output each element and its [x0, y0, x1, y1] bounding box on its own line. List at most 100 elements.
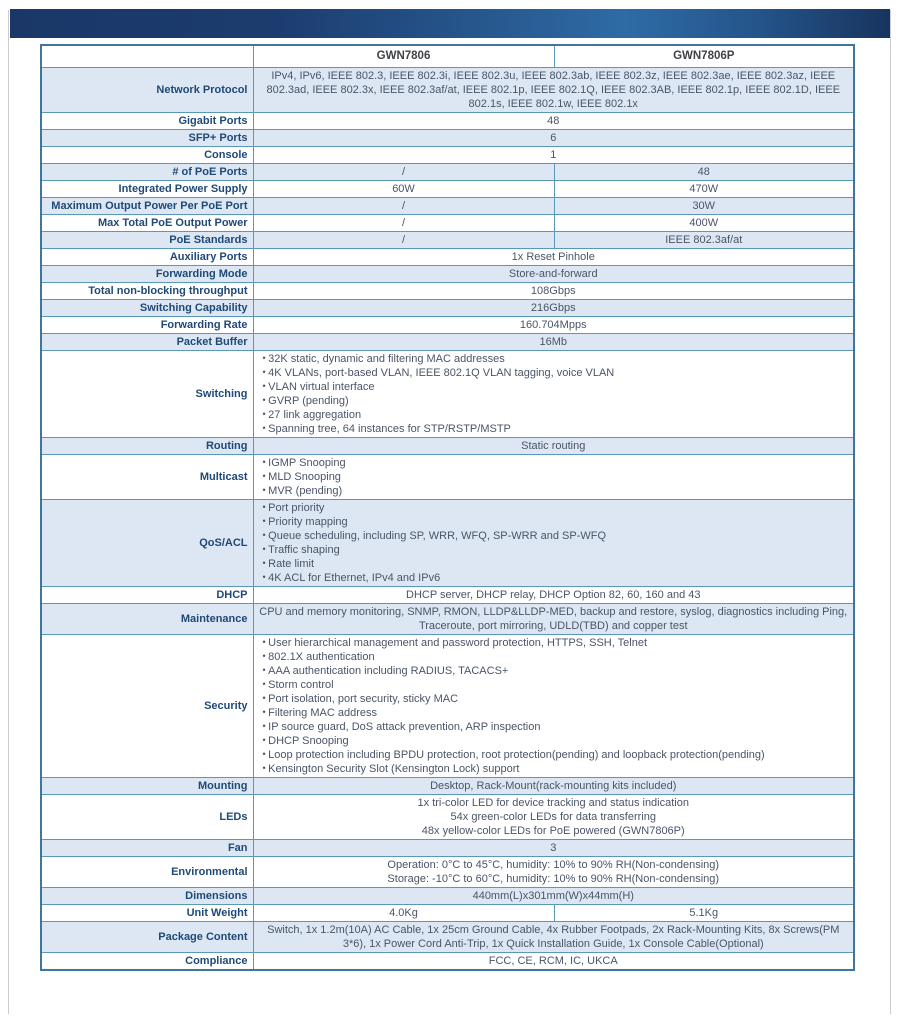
list-item: Kensington Security Slot (Kensington Loc…: [263, 762, 849, 776]
row-label: LEDs: [40, 793, 254, 840]
row-label: Compliance: [40, 951, 254, 970]
row-label: Security: [40, 633, 254, 778]
row-label: Integrated Power Supply: [40, 179, 254, 198]
row-poe-standards: PoE Standards / IEEE 802.3af/at: [40, 230, 855, 249]
row-sfp-ports: SFP+ Ports 6: [40, 128, 855, 147]
list-item: MVR (pending): [263, 484, 849, 498]
row-label: Mounting: [40, 776, 254, 795]
spec-value: 160.704Mpps: [252, 315, 855, 334]
row-packet-buffer: Packet Buffer 16Mb: [40, 332, 855, 351]
row-label: Network Protocol: [40, 66, 254, 113]
spec-value-gwn7806: /: [252, 213, 555, 232]
spec-value: 48: [252, 111, 855, 130]
list-item: MLD Snooping: [263, 470, 849, 484]
value-line: Storage: -10°C to 60°C, humidity: 10% to…: [387, 872, 720, 885]
spec-value-gwn7806p: 5.1Kg: [553, 903, 855, 922]
spec-value-gwn7806p: 48: [553, 162, 855, 181]
row-dimensions: Dimensions 440mm(L)x301mm(W)x44mm(H): [40, 886, 855, 905]
row-mounting: Mounting Desktop, Rack-Mount(rack-mounti…: [40, 776, 855, 795]
row-label: Gigabit Ports: [40, 111, 254, 130]
spec-value-list: 32K static, dynamic and filtering MAC ad…: [252, 349, 855, 438]
header-corner-cell: [40, 44, 254, 68]
row-integrated-power-supply: Integrated Power Supply 60W 470W: [40, 179, 855, 198]
top-banner: [10, 9, 890, 38]
spec-value: Desktop, Rack-Mount(rack-mounting kits i…: [252, 776, 855, 795]
spec-value-list: Port priority Priority mapping Queue sch…: [252, 498, 855, 587]
row-label: Maintenance: [40, 602, 254, 635]
list-item: Queue scheduling, including SP, WRR, WFQ…: [263, 529, 849, 543]
row-label: # of PoE Ports: [40, 162, 254, 181]
value-line: 48x yellow-color LEDs for PoE powered (G…: [421, 824, 685, 837]
list-item: DHCP Snooping: [263, 734, 849, 748]
row-fan: Fan 3: [40, 838, 855, 857]
spec-value: DHCP server, DHCP relay, DHCP Option 82,…: [252, 585, 855, 604]
spec-value-gwn7806: 60W: [252, 179, 555, 198]
row-label: Package Content: [40, 920, 254, 953]
spec-value-list: IGMP Snooping MLD Snooping MVR (pending): [252, 453, 855, 500]
row-gigabit-ports: Gigabit Ports 48: [40, 111, 855, 130]
spec-value-gwn7806p: 400W: [553, 213, 855, 232]
row-compliance: Compliance FCC, CE, RCM, IC, UKCA: [40, 951, 855, 970]
row-label: Environmental: [40, 855, 254, 888]
spec-value: 6: [252, 128, 855, 147]
value-line: Operation: 0°C to 45°C, humidity: 10% to…: [387, 858, 720, 871]
spec-value-gwn7806p: 30W: [553, 196, 855, 215]
list-item: AAA authentication including RADIUS, TAC…: [263, 664, 849, 678]
column-header-gwn7806: GWN7806: [252, 44, 555, 68]
row-label: Routing: [40, 436, 254, 455]
row-label: Switching: [40, 349, 254, 438]
spec-value-gwn7806: /: [252, 196, 555, 215]
spec-value-lines: Operation: 0°C to 45°C, humidity: 10% to…: [252, 855, 855, 888]
row-leds: LEDs 1x tri-color LED for device trackin…: [40, 793, 855, 840]
spec-value: 1: [252, 145, 855, 164]
row-multicast: Multicast IGMP Snooping MLD Snooping MVR…: [40, 453, 855, 500]
row-unit-weight: Unit Weight 4.0Kg 5.1Kg: [40, 903, 855, 922]
row-console: Console 1: [40, 145, 855, 164]
row-label: Packet Buffer: [40, 332, 254, 351]
spec-value: Switch, 1x 1.2m(10A) AC Cable, 1x 25cm G…: [252, 920, 855, 953]
row-label: Maximum Output Power Per PoE Port: [40, 196, 254, 215]
list-item: 4K VLANs, port-based VLAN, IEEE 802.1Q V…: [263, 366, 849, 380]
row-maintenance: Maintenance CPU and memory monitoring, S…: [40, 602, 855, 635]
list-item: IGMP Snooping: [263, 456, 849, 470]
spec-value: 16Mb: [252, 332, 855, 351]
row-max-output-per-poe-port: Maximum Output Power Per PoE Port / 30W: [40, 196, 855, 215]
list-item: Loop protection including BPDU protectio…: [263, 748, 849, 762]
row-label: DHCP: [40, 585, 254, 604]
row-label: Total non-blocking throughput: [40, 281, 254, 300]
list-item: 4K ACL for Ethernet, IPv4 and IPv6: [263, 571, 849, 585]
row-environmental: Environmental Operation: 0°C to 45°C, hu…: [40, 855, 855, 888]
row-label: PoE Standards: [40, 230, 254, 249]
column-header-gwn7806p: GWN7806P: [553, 44, 855, 68]
row-package-content: Package Content Switch, 1x 1.2m(10A) AC …: [40, 920, 855, 953]
list-item: Spanning tree, 64 instances for STP/RSTP…: [263, 422, 849, 436]
list-item: Rate limit: [263, 557, 849, 571]
spec-value-list: User hierarchical management and passwor…: [252, 633, 855, 778]
row-label: Console: [40, 145, 254, 164]
list-item: Port priority: [263, 501, 849, 515]
list-item: 27 link aggregation: [263, 408, 849, 422]
spec-table: GWN7806 GWN7806P Network Protocol IPv4, …: [40, 44, 855, 971]
page-border-right: [890, 10, 891, 1014]
row-switching-capability: Switching Capability 216Gbps: [40, 298, 855, 317]
list-item: 32K static, dynamic and filtering MAC ad…: [263, 352, 849, 366]
row-max-total-poe-output: Max Total PoE Output Power / 400W: [40, 213, 855, 232]
list-item: 802.1X authentication: [263, 650, 849, 664]
row-label: Switching Capability: [40, 298, 254, 317]
spec-value: 1x Reset Pinhole: [252, 247, 855, 266]
row-switching: Switching 32K static, dynamic and filter…: [40, 349, 855, 438]
value-line: 54x green-color LEDs for data transferri…: [450, 810, 656, 823]
spec-value-gwn7806: /: [252, 230, 555, 249]
row-label: Forwarding Rate: [40, 315, 254, 334]
row-qos-acl: QoS/ACL Port priority Priority mapping Q…: [40, 498, 855, 587]
spec-value: 216Gbps: [252, 298, 855, 317]
list-item: VLAN virtual interface: [263, 380, 849, 394]
row-label: Max Total PoE Output Power: [40, 213, 254, 232]
table-header-row: GWN7806 GWN7806P: [40, 44, 855, 68]
list-item: User hierarchical management and passwor…: [263, 636, 849, 650]
row-label: Auxiliary Ports: [40, 247, 254, 266]
row-label: SFP+ Ports: [40, 128, 254, 147]
row-poe-ports: # of PoE Ports / 48: [40, 162, 855, 181]
row-forwarding-rate: Forwarding Rate 160.704Mpps: [40, 315, 855, 334]
spec-value-lines: 1x tri-color LED for device tracking and…: [252, 793, 855, 840]
